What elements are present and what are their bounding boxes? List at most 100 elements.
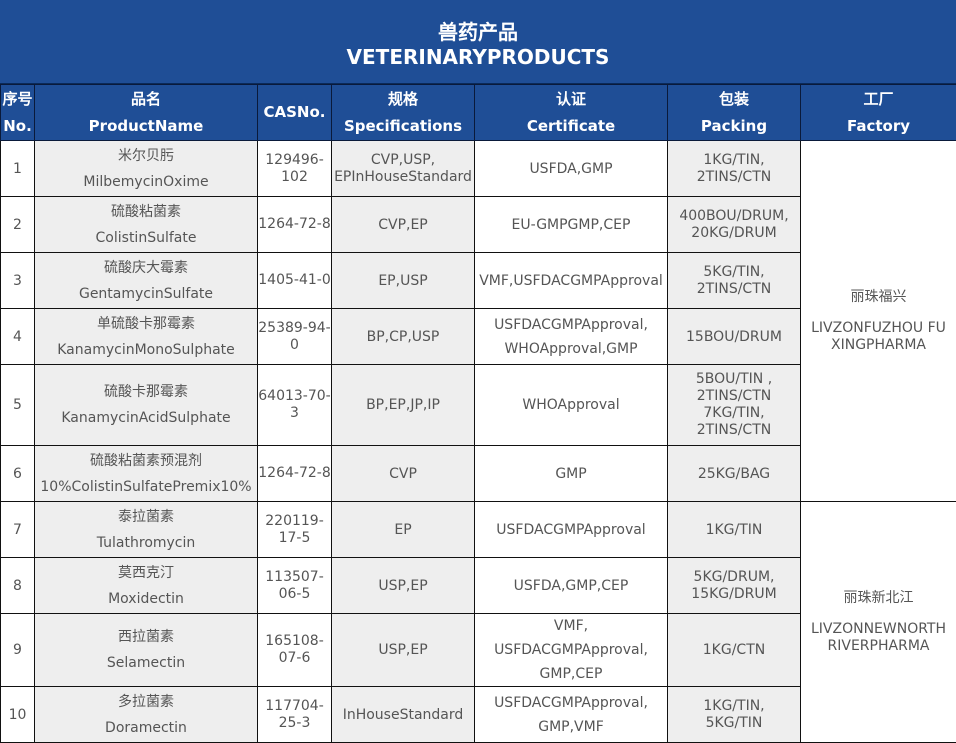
- factory-cell: 丽珠新北江 LIVZONNEWNORTH RIVERPHARMA: [801, 502, 956, 743]
- header-zh: 规格: [332, 86, 474, 113]
- cas-number: 165108-07-6: [258, 614, 332, 687]
- cas-number: 1264-72-8: [258, 446, 332, 502]
- row-number: 7: [1, 502, 35, 558]
- packing: 1KG/CTN: [668, 614, 801, 687]
- product-name-en: KanamycinMonoSulphate: [35, 337, 257, 363]
- product-name-zh: 硫酸庆大霉素: [35, 255, 257, 281]
- cas-number: 25389-94-0: [258, 309, 332, 365]
- header-en: ProductName: [35, 113, 257, 140]
- title-zh: 兽药产品: [0, 20, 956, 45]
- cas-number: 64013-70-3: [258, 365, 332, 446]
- packing: 5KG/DRUM, 15KG/DRUM: [668, 558, 801, 614]
- packing: 5KG/TIN, 2TINS/CTN: [668, 253, 801, 309]
- certificate: USFDACGMPApproval: [475, 502, 668, 558]
- certificate: VMF, USFDACGMPApproval, GMP,CEP: [475, 614, 668, 687]
- packing: 400BOU/DRUM, 20KG/DRUM: [668, 197, 801, 253]
- header-zh: 认证: [475, 86, 667, 113]
- product-name-en: Tulathromycin: [35, 530, 257, 556]
- cas-number: 129496-102: [258, 141, 332, 197]
- row-number: 9: [1, 614, 35, 687]
- product-name-zh: 多拉菌素: [35, 689, 257, 715]
- product-name-zh: 硫酸粘菌素: [35, 199, 257, 225]
- certificate: USFDACGMPApproval, WHOApproval,GMP: [475, 309, 668, 365]
- header-zh: 包装: [668, 86, 800, 113]
- factory-zh: 丽珠福兴: [807, 289, 950, 306]
- specifications: CVP,EP: [332, 197, 475, 253]
- packing: 15BOU/DRUM: [668, 309, 801, 365]
- title-en: VETERINARYPRODUCTS: [0, 45, 956, 70]
- product-name-zh: 硫酸粘菌素预混剂: [35, 448, 257, 474]
- header-en: Specifications: [332, 113, 474, 140]
- certificate: GMP: [475, 446, 668, 502]
- product-name-en: Moxidectin: [35, 586, 257, 612]
- cas-number: 220119-17-5: [258, 502, 332, 558]
- row-number: 5: [1, 365, 35, 446]
- product-name-en: ColistinSulfate: [35, 225, 257, 251]
- certificate: VMF,USFDACGMPApproval: [475, 253, 668, 309]
- factory-zh: 丽珠新北江: [807, 590, 950, 607]
- specifications: USP,EP: [332, 558, 475, 614]
- product-name-zh: 西拉菌素: [35, 624, 257, 650]
- factory-cell: 丽珠福兴 LIVZONFUZHOU FUXINGPHARMA: [801, 141, 956, 502]
- specifications: BP,EP,JP,IP: [332, 365, 475, 446]
- specifications: CVP: [332, 446, 475, 502]
- product-name-en: Selamectin: [35, 650, 257, 676]
- product-name-zh: 泰拉菌素: [35, 504, 257, 530]
- row-number: 8: [1, 558, 35, 614]
- packing: 5BOU/TIN , 2TINS/CTN 7KG/TIN, 2TINS/CTN: [668, 365, 801, 446]
- row-number: 10: [1, 687, 35, 743]
- cas-number: 1264-72-8: [258, 197, 332, 253]
- specifications: BP,CP,USP: [332, 309, 475, 365]
- cas-number: 117704-25-3: [258, 687, 332, 743]
- specifications: EP: [332, 502, 475, 558]
- row-number: 4: [1, 309, 35, 365]
- header-zh: 品名: [35, 86, 257, 113]
- specifications: InHouseStandard: [332, 687, 475, 743]
- certificate: USFDACGMPApproval, GMP,VMF: [475, 687, 668, 743]
- column-header: CASNo.: [258, 85, 332, 141]
- packing: 1KG/TIN, 2TINS/CTN: [668, 141, 801, 197]
- specifications: CVP,USP, EPInHouseStandard: [332, 141, 475, 197]
- cas-number: 113507-06-5: [258, 558, 332, 614]
- certificate: USFDA,GMP,CEP: [475, 558, 668, 614]
- product-name-en: 10%ColistinSulfatePremix10%: [35, 474, 257, 500]
- header-en: No.: [1, 113, 34, 140]
- certificate: EU-GMPGMP,CEP: [475, 197, 668, 253]
- specifications: EP,USP: [332, 253, 475, 309]
- certificate: USFDA,GMP: [475, 141, 668, 197]
- header-en: Packing: [668, 113, 800, 140]
- page-title: 兽药产品 VETERINARYPRODUCTS: [0, 0, 956, 84]
- factory-en: LIVZONFUZHOU FUXINGPHARMA: [807, 320, 950, 354]
- row-number: 6: [1, 446, 35, 502]
- product-name-en: MilbemycinOxime: [35, 169, 257, 195]
- product-name-zh: 单硫酸卡那霉素: [35, 311, 257, 337]
- factory-en: LIVZONNEWNORTH RIVERPHARMA: [807, 621, 950, 655]
- packing: 25KG/BAG: [668, 446, 801, 502]
- product-name-en: Doramectin: [35, 715, 257, 741]
- certificate: WHOApproval: [475, 365, 668, 446]
- packing: 1KG/TIN, 5KG/TIN: [668, 687, 801, 743]
- header-zh: 工厂: [801, 86, 956, 113]
- product-name-en: GentamycinSulfate: [35, 281, 257, 307]
- product-name-zh: 米尔贝肟: [35, 143, 257, 169]
- product-name-en: KanamycinAcidSulphate: [35, 405, 257, 431]
- header-en: CASNo.: [258, 99, 331, 126]
